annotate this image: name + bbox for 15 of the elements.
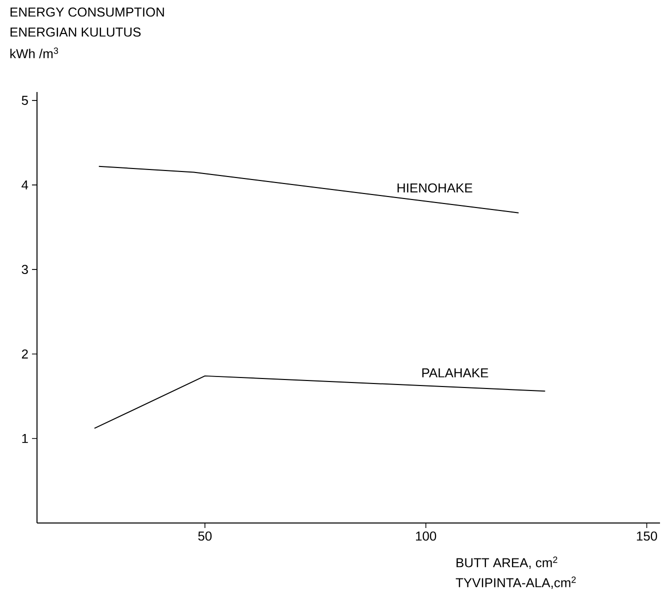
chart-title: ENERGY CONSUMPTION — [10, 8, 164, 17]
y-tick-label: 3 — [22, 264, 28, 274]
text: TYVIPINTA-ALA,cm$^{2}$ — [456, 576, 576, 589]
y-tick-label: 1 — [22, 434, 28, 443]
y-tick-label: 4 — [22, 180, 28, 190]
x-tick-label: 50 — [198, 532, 212, 541]
y-tick-label: 2 — [22, 349, 28, 358]
series-label: HIENOHAKE — [398, 183, 472, 193]
x-tick-label: 100 — [416, 532, 436, 541]
chart-subtitle: ENERGIAN KULUTUS — [10, 28, 141, 37]
series-label: PALAHAKE — [422, 368, 488, 378]
y-axis-title: kWh /m$^{3}$ — [10, 48, 58, 58]
x-axis-title: BUTT AREA, cm$^{2}$ — [456, 556, 558, 569]
x-tick-label: 150 — [636, 532, 658, 541]
y-tick-label: 5 — [22, 96, 28, 105]
